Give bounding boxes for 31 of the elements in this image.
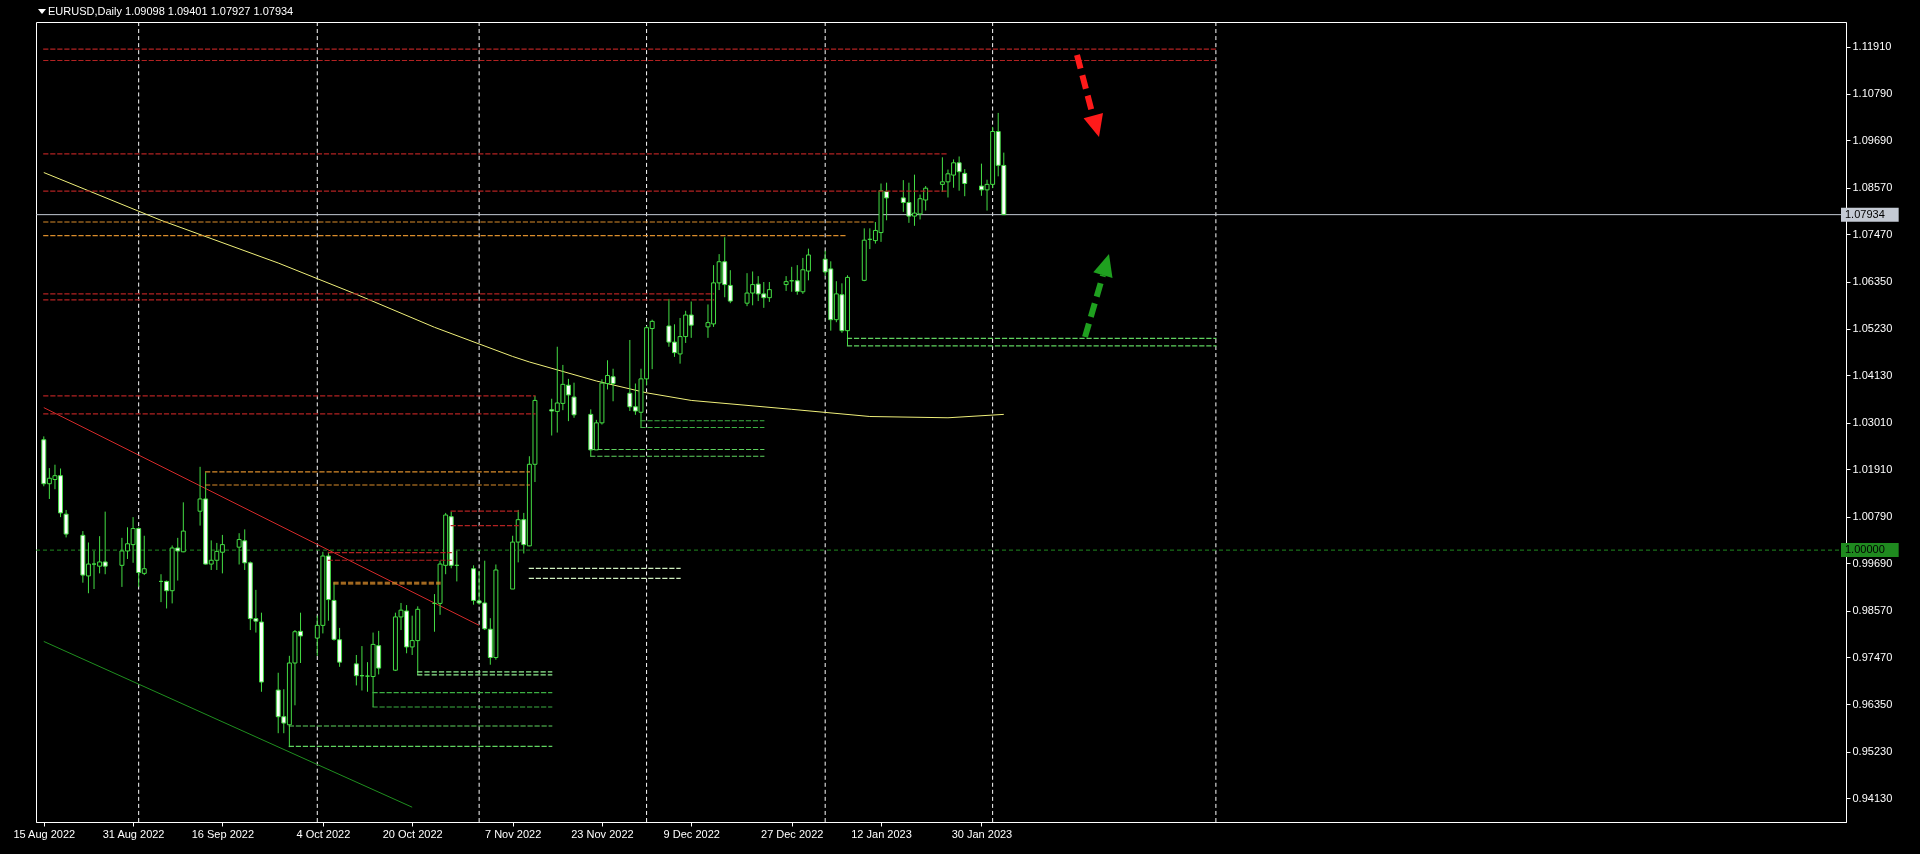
y-tick-label: 0.94130 (1852, 791, 1893, 804)
x-tick-label: 20 Oct 2022 (382, 827, 443, 840)
y-tick-label: 1.01910 (1852, 462, 1893, 475)
y-tick-label: 1.04130 (1852, 368, 1893, 381)
x-tick-label: 27 Dec 2022 (761, 827, 824, 840)
y-tick-label: 0.97470 (1852, 650, 1893, 663)
y-tick-label: 1.07470 (1852, 227, 1893, 240)
y-tick-label: 1.06350 (1852, 275, 1893, 288)
x-tick-label: 23 Nov 2022 (571, 827, 634, 840)
y-tick-label: 0.99690 (1852, 556, 1893, 569)
x-tick-label: 31 Aug 2022 (102, 827, 165, 840)
y-tick-label: 1.11910 (1852, 40, 1892, 53)
ref-line-label: 1.07934 (1845, 207, 1885, 220)
y-tick-label: 0.95230 (1852, 745, 1893, 758)
x-tick-label: 4 Oct 2022 (296, 827, 351, 840)
y-tick-label: 1.09690 (1852, 133, 1893, 146)
x-tick-label: 16 Sep 2022 (191, 827, 255, 840)
y-tick-label: 0.96350 (1852, 697, 1893, 710)
y-tick-label: 1.00790 (1852, 510, 1893, 523)
x-tick-label: 15 Aug 2022 (13, 827, 76, 840)
x-tick-label: 9 Dec 2022 (663, 827, 720, 840)
chart-title: EURUSD,Daily 1.09098 1.09401 1.07927 1.07934 (48, 5, 294, 17)
x-tick-label: 7 Nov 2022 (485, 827, 542, 840)
y-tick-label: 1.05230 (1852, 322, 1893, 335)
y-tick-label: 1.08570 (1852, 181, 1893, 194)
x-tick-label: 30 Jan 2023 (951, 827, 1013, 840)
y-tick-label: 0.98570 (1852, 604, 1893, 617)
x-tick-label: 12 Jan 2023 (851, 827, 912, 840)
y-tick-label: 1.10790 (1852, 87, 1893, 100)
y-tick-label: 1.03010 (1852, 416, 1893, 429)
ref-line-label: 1.00000 (1845, 543, 1885, 556)
